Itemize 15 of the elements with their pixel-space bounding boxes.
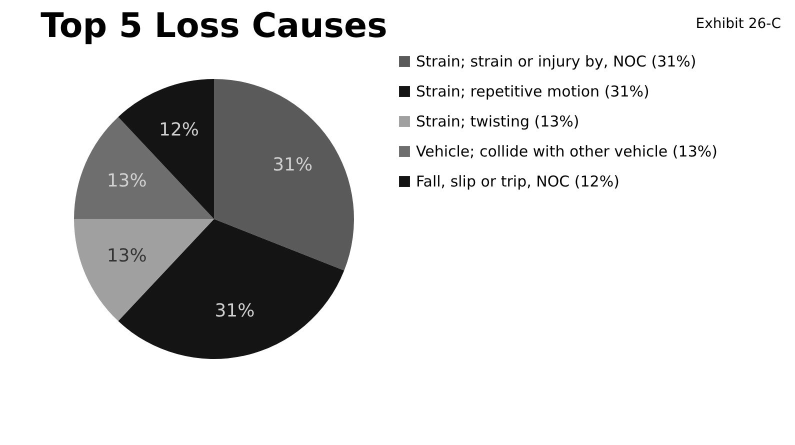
pie-slice	[214, 79, 354, 271]
pie-slice	[74, 116, 214, 219]
data-label: 12%	[159, 120, 200, 141]
pie-slice	[74, 219, 214, 322]
data-label: 13%	[106, 246, 147, 267]
chart-title: Top 5 Loss Causes	[40, 6, 388, 46]
data-label: 31%	[272, 154, 313, 176]
text: Exhibit 26-C	[696, 16, 781, 32]
legend-label: Strain; repetitive motion (31%)	[416, 82, 650, 100]
legend-label: Strain; strain or injury by, NOC (31%)	[416, 52, 696, 70]
legend-label: Strain; twisting (13%)	[416, 112, 580, 130]
data-label: 31%	[214, 300, 255, 322]
legend-label: Vehicle; collide with other vehicle (13%)	[416, 142, 718, 160]
legend-label: Fall, slip or trip, NOC (12%)	[416, 172, 620, 190]
data-label: 13%	[106, 170, 147, 192]
